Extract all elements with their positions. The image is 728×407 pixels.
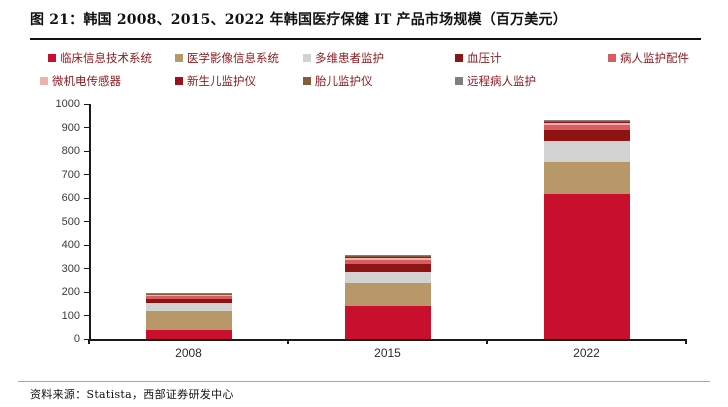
legend-item: 多维患者监护 (303, 51, 384, 65)
legend-item: 新生儿监护仪 (175, 74, 256, 88)
legend-label: 医学影像信息系统 (187, 51, 279, 65)
bar-segment (145, 294, 232, 295)
legend-label: 多维患者监护 (315, 51, 384, 65)
y-axis-label: 100 (61, 309, 80, 322)
y-axis-label: 200 (61, 286, 80, 298)
legend-label: 新生儿监护仪 (187, 74, 256, 88)
y-axis-label: 600 (61, 192, 80, 204)
y-axis-tick (84, 244, 89, 246)
legend-item: 远程病人监护 (455, 74, 536, 88)
bar-segment (543, 125, 630, 131)
legend-swatch-icon (303, 54, 311, 62)
y-axis-tick (84, 268, 89, 269)
chart-legend: 临床信息技术系统 医学影像信息系统 多维患者监护 血压计 病人监护配件微机电传感器 新生儿… (0, 51, 728, 97)
bar-segment (344, 271, 431, 283)
bar-segment (344, 256, 431, 258)
x-axis-tick (88, 339, 90, 344)
y-axis-tick (84, 127, 89, 128)
bar-segment (543, 161, 630, 194)
legend-label: 病人监护配件 (620, 51, 689, 65)
legend-item: 胎儿监护仪 (303, 74, 373, 88)
x-axis-tick (486, 339, 488, 344)
bar-segment (543, 122, 630, 124)
bar-segment (145, 296, 232, 299)
bar-segment (543, 119, 630, 122)
bar-segment (145, 302, 232, 312)
y-axis-label: 700 (61, 168, 80, 181)
legend-label: 血压计 (467, 51, 502, 65)
bar-segment (543, 140, 630, 162)
bar-segment (543, 193, 630, 339)
y-axis-label: 0 (73, 333, 80, 345)
legend-row: 临床信息技术系统 医学影像信息系统 多维患者监护 血压计 病人监护配件 (0, 51, 728, 74)
bar-segment (344, 282, 431, 307)
bar-segment (344, 256, 431, 257)
source-divider (18, 381, 710, 382)
y-axis-label: 500 (61, 215, 80, 228)
legend-item: 微机电传感器 (40, 74, 121, 88)
legend-item: 病人监护配件 (608, 51, 689, 65)
figure-title: 图 21：韩国 2008、2015、2022 年韩国医疗保健 IT 产品市场规模… (30, 12, 567, 28)
legend-swatch-icon (303, 77, 311, 85)
y-axis-tick (84, 291, 89, 293)
bar-segment (145, 330, 232, 339)
y-axis-tick (84, 103, 89, 105)
bar-segment (543, 121, 630, 123)
title-divider (30, 38, 701, 40)
y-axis-tick (84, 315, 89, 316)
bar-segment (344, 306, 431, 339)
legend-row: 微机电传感器 新生儿监护仪 胎儿监护仪 远程病人监护 (0, 74, 728, 97)
legend-label: 胎儿监护仪 (315, 74, 373, 88)
legend-swatch-icon (175, 77, 183, 85)
bar-segment (145, 292, 232, 294)
legend-swatch-icon (175, 54, 183, 62)
legend-swatch-icon (608, 54, 616, 62)
y-axis-tick (84, 338, 89, 340)
y-axis-label: 800 (61, 145, 80, 157)
y-axis-tick (84, 174, 89, 175)
y-axis-line (89, 104, 91, 340)
legend-label: 微机电传感器 (52, 74, 121, 88)
y-axis-tick (84, 150, 89, 152)
y-axis-label: 900 (61, 121, 80, 134)
x-axis-tick (685, 339, 687, 344)
bar-segment (344, 260, 431, 265)
y-axis-tick (84, 197, 89, 199)
bar-segment (344, 257, 431, 261)
source-text: 资料来源：Statista，西部证券研发中心 (30, 388, 234, 401)
legend-swatch-icon (455, 77, 463, 85)
y-axis-tick (84, 221, 89, 222)
bar-segment (145, 311, 232, 331)
bar-segment (344, 264, 431, 272)
bar-segment (145, 294, 232, 297)
x-axis-label: 2015 (374, 346, 401, 360)
legend-item: 医学影像信息系统 (175, 51, 279, 65)
y-axis-label: 1000 (55, 98, 80, 110)
x-axis-label: 2008 (175, 346, 202, 360)
legend-label: 临床信息技术系统 (60, 51, 152, 65)
y-axis-label: 400 (61, 239, 80, 251)
legend-swatch-icon (40, 77, 48, 85)
legend-swatch-icon (48, 54, 56, 62)
legend-label: 远程病人监护 (467, 74, 536, 88)
y-axis-label: 300 (61, 262, 80, 275)
legend-item: 临床信息技术系统 (48, 51, 152, 65)
bar-segment (344, 254, 431, 257)
bar-segment (543, 123, 630, 126)
x-axis-label: 2022 (573, 346, 600, 360)
legend-swatch-icon (455, 54, 463, 62)
bar-segment (145, 298, 232, 303)
legend-item: 血压计 (455, 51, 502, 65)
x-axis-tick (287, 339, 289, 344)
x-axis-line (89, 339, 687, 341)
bar-segment (543, 130, 630, 141)
